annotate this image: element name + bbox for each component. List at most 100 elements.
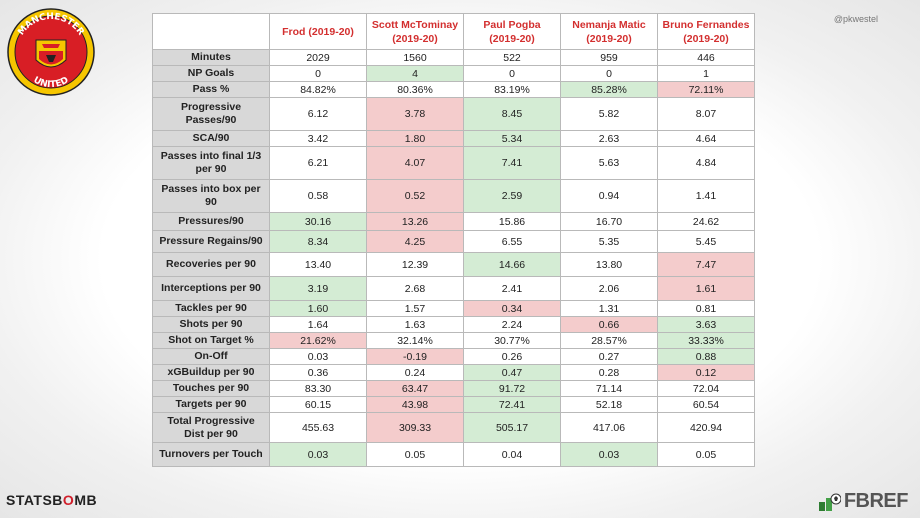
stat-value-cell: 2.24 <box>463 316 561 333</box>
stat-value-cell: 83.19% <box>463 81 561 98</box>
player-comparison-table: Frod (2019-20) Scott McTominay (2019-20)… <box>152 13 755 467</box>
stat-row: Pass % 84.82% 80.36% 83.19% 85.28% 72.11% <box>152 81 755 98</box>
stat-label: Recoveries per 90 <box>152 252 270 277</box>
author-handle: @pkwestel <box>833 14 878 24</box>
statsbomb-text-right: MB <box>74 492 98 508</box>
stat-value-cell: 6.21 <box>269 146 367 180</box>
player-header: Frod (2019-20) <box>269 13 367 50</box>
stat-value-cell: 13.40 <box>269 252 367 277</box>
stat-row: On-Off 0.03 -0.19 0.26 0.27 0.88 <box>152 348 755 365</box>
player-header: Scott McTominay (2019-20) <box>366 13 464 50</box>
stat-value-cell: 4.64 <box>657 130 755 147</box>
stat-value-cell: 0.58 <box>269 179 367 213</box>
stat-value-cell: 13.26 <box>366 212 464 231</box>
header-corner-cell <box>152 13 270 50</box>
player-header: Bruno Fernandes (2019-20) <box>657 13 755 50</box>
stat-value-cell: 522 <box>463 49 561 66</box>
stat-value-cell: 1.60 <box>269 300 367 317</box>
stat-value-cell: 1.31 <box>560 300 658 317</box>
stat-row: Recoveries per 90 13.40 12.39 14.66 13.80 7.4… <box>152 252 755 277</box>
stat-label: Passes into box per 90 <box>152 179 270 213</box>
stat-value-cell: 60.54 <box>657 396 755 413</box>
stat-value-cell: 0.52 <box>366 179 464 213</box>
stat-label: Pressures/90 <box>152 212 270 231</box>
stat-value-cell: 446 <box>657 49 755 66</box>
stat-value-cell: 0.03 <box>269 442 367 467</box>
stat-value-cell: 43.98 <box>366 396 464 413</box>
stat-value-cell: 1.64 <box>269 316 367 333</box>
crest-bottom-text: UNITED <box>32 75 71 90</box>
statsbomb-text-mid: O <box>62 492 75 508</box>
stat-value-cell: 0.94 <box>560 179 658 213</box>
stat-value-cell: 28.57% <box>560 332 658 349</box>
stat-value-cell: 0.27 <box>560 348 658 365</box>
stat-value-cell: 0.03 <box>560 442 658 467</box>
stat-label: Interceptions per 90 <box>152 276 270 301</box>
stat-value-cell: 5.35 <box>560 230 658 253</box>
stat-value-cell: 8.45 <box>463 97 561 131</box>
stat-label: Shots per 90 <box>152 316 270 333</box>
stat-value-cell: 417.06 <box>560 412 658 443</box>
stat-value-cell: 16.70 <box>560 212 658 231</box>
stat-value-cell: 3.42 <box>269 130 367 147</box>
stat-value-cell: 6.12 <box>269 97 367 131</box>
stat-value-cell: 5.34 <box>463 130 561 147</box>
stat-value-cell: 0.34 <box>463 300 561 317</box>
stat-value-cell: 0.26 <box>463 348 561 365</box>
stat-value-cell: 309.33 <box>366 412 464 443</box>
stat-value-cell: 455.63 <box>269 412 367 443</box>
stat-value-cell: 63.47 <box>366 380 464 397</box>
stat-value-cell: 72.04 <box>657 380 755 397</box>
stat-value-cell: 3.63 <box>657 316 755 333</box>
player-header: Paul Pogba (2019-20) <box>463 13 561 50</box>
stat-value-cell: 0.05 <box>366 442 464 467</box>
stat-value-cell: 6.55 <box>463 230 561 253</box>
stat-value-cell: 2029 <box>269 49 367 66</box>
stat-row: Targets per 90 60.15 43.98 72.41 52.18 60.54 <box>152 396 755 413</box>
stat-value-cell: 0 <box>560 65 658 82</box>
stat-value-cell: 0 <box>463 65 561 82</box>
stat-value-cell: 4.07 <box>366 146 464 180</box>
stat-value-cell: 0.05 <box>657 442 755 467</box>
stat-row: Tackles per 90 1.60 1.57 0.34 1.31 0.81 <box>152 300 755 317</box>
stat-value-cell: 0.04 <box>463 442 561 467</box>
stat-row: Shots per 90 1.64 1.63 2.24 0.66 3.63 <box>152 316 755 333</box>
stat-label: Pressure Regains/90 <box>152 230 270 253</box>
stat-value-cell: 13.80 <box>560 252 658 277</box>
stat-value-cell: 1 <box>657 65 755 82</box>
fbref-logo: FBREF <box>818 490 909 513</box>
manchester-united-crest-icon: MANCHESTER UNITED <box>7 8 95 96</box>
stat-value-cell: 7.47 <box>657 252 755 277</box>
stat-value-cell: 1.63 <box>366 316 464 333</box>
stat-value-cell: 12.39 <box>366 252 464 277</box>
stat-value-cell: 4 <box>366 65 464 82</box>
statsbomb-text-left: STATSB <box>6 492 63 508</box>
stat-label: Pass % <box>152 81 270 98</box>
stat-value-cell: 0.81 <box>657 300 755 317</box>
stat-value-cell: 32.14% <box>366 332 464 349</box>
stat-row: Passes into final 1/3 per 90 6.21 4.07 7.41… <box>152 146 755 180</box>
stat-label: On-Off <box>152 348 270 365</box>
stat-value-cell: 0 <box>269 65 367 82</box>
stat-row: Turnovers per Touch 0.03 0.05 0.04 0.03 0.05 <box>152 442 755 467</box>
stat-value-cell: 8.34 <box>269 230 367 253</box>
stat-label: Minutes <box>152 49 270 66</box>
stat-value-cell: 60.15 <box>269 396 367 413</box>
stat-value-cell: 5.82 <box>560 97 658 131</box>
stat-value-cell: 15.86 <box>463 212 561 231</box>
stat-row: xGBuildup per 90 0.36 0.24 0.47 0.28 0.12 <box>152 364 755 381</box>
stat-value-cell: -0.19 <box>366 348 464 365</box>
fbref-ball-icon <box>818 493 841 511</box>
stat-value-cell: 24.62 <box>657 212 755 231</box>
stat-value-cell: 0.88 <box>657 348 755 365</box>
fbref-text: FBREF <box>843 490 909 512</box>
stat-value-cell: 21.62% <box>269 332 367 349</box>
stat-value-cell: 1.61 <box>657 276 755 301</box>
stat-value-cell: 2.63 <box>560 130 658 147</box>
stat-row: Shot on Target % 21.62% 32.14% 30.77% 28.57%… <box>152 332 755 349</box>
stat-label: NP Goals <box>152 65 270 82</box>
stat-label: xGBuildup per 90 <box>152 364 270 381</box>
stat-label: SCA/90 <box>152 130 270 147</box>
stat-value-cell: 3.78 <box>366 97 464 131</box>
stat-row: Total Progressive Dist per 90 455.63 309.3… <box>152 412 755 443</box>
